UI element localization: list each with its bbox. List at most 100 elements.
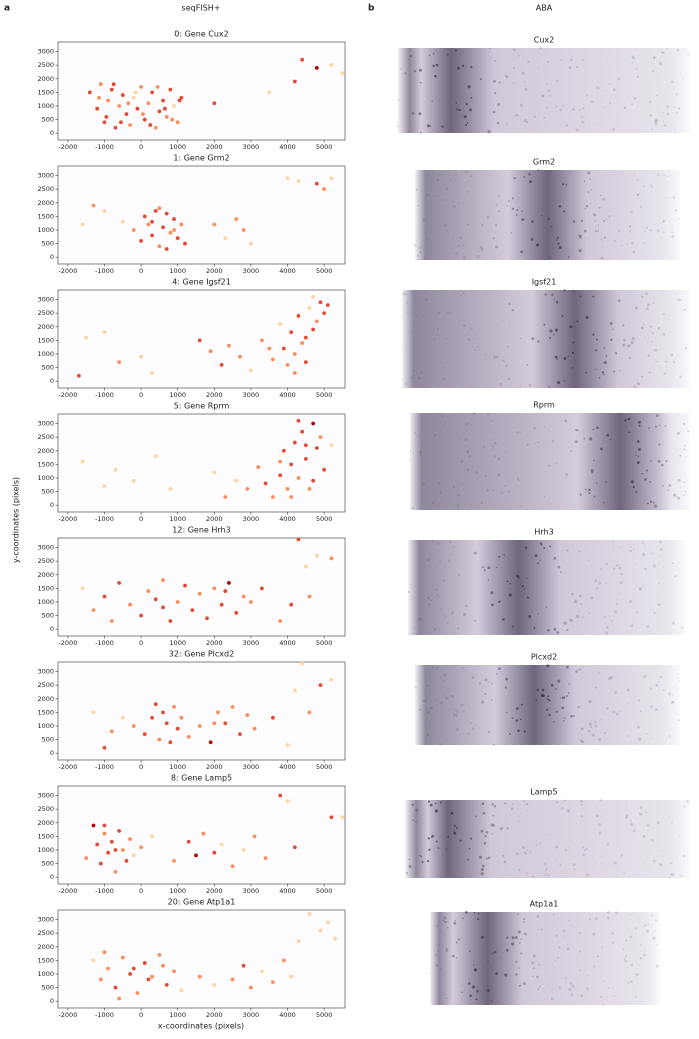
cell-speck [473, 551, 477, 555]
cell-speck [450, 694, 454, 698]
point [106, 850, 111, 855]
point [102, 831, 107, 836]
cell-speck [467, 982, 471, 985]
ish-image [398, 48, 690, 133]
x-tick-label: 2000 [206, 391, 223, 399]
cell-speck [567, 846, 569, 848]
cell-speck [555, 934, 558, 937]
cell-speck [579, 969, 582, 972]
point [102, 823, 107, 828]
cell-speck [677, 172, 680, 175]
cell-speck [614, 691, 617, 695]
cell-speck [563, 380, 566, 382]
cell-speck [615, 603, 618, 605]
point [139, 85, 143, 89]
cell-speck [523, 588, 526, 590]
cell-speck [674, 128, 676, 130]
cell-speck [679, 454, 682, 457]
cell-speck [560, 59, 563, 61]
cell-speck [607, 987, 610, 990]
cell-speck [611, 941, 615, 944]
cell-speck [613, 370, 616, 373]
point [208, 740, 213, 745]
cell-speck [456, 244, 460, 248]
point [340, 71, 345, 76]
cell-speck [544, 867, 548, 871]
point [120, 219, 125, 224]
cell-speck [523, 800, 526, 803]
cell-speck [612, 710, 616, 714]
image-label: Atp1a1 [530, 900, 559, 909]
cell-speck [477, 346, 480, 349]
cell-speck [672, 621, 675, 625]
cell-speck [462, 244, 465, 247]
cell-speck [442, 679, 446, 682]
cell-speck [433, 338, 436, 341]
cell-speck [515, 214, 518, 216]
cell-speck [654, 425, 658, 428]
cell-speck [462, 710, 465, 713]
y-tick-label: 1000 [37, 598, 54, 606]
cell-speck [632, 250, 636, 254]
cell-speck [598, 738, 601, 741]
point [131, 853, 136, 858]
cell-speck [607, 916, 610, 920]
cell-speck [517, 54, 520, 57]
point [153, 597, 158, 602]
image-label: Cux2 [534, 36, 554, 45]
cell-speck [634, 306, 638, 310]
point [128, 837, 133, 841]
cell-speck [515, 707, 519, 710]
point [329, 556, 334, 561]
cell-speck [683, 805, 686, 808]
point [212, 222, 217, 227]
cell-speck [583, 180, 586, 182]
cell-speck [675, 293, 677, 295]
cell-speck [483, 569, 486, 572]
point [119, 120, 123, 125]
x-tick-label: 2000 [206, 887, 223, 895]
cell-speck [478, 682, 482, 685]
cell-speck [404, 382, 408, 386]
cell-speck [430, 836, 433, 839]
x-tick-label: -2000 [58, 1011, 77, 1019]
point [168, 87, 173, 92]
cell-speck [649, 481, 651, 483]
cell-speck [592, 965, 596, 968]
cell-speck [436, 925, 439, 928]
cell-speck [644, 545, 646, 547]
cell-speck [657, 326, 661, 330]
point [179, 222, 184, 227]
y-tick-label: 2000 [37, 819, 54, 827]
cell-speck [644, 478, 647, 481]
cell-speck [446, 926, 449, 929]
cell-speck [630, 241, 634, 245]
point [234, 610, 239, 615]
cell-speck [520, 250, 524, 254]
cell-speck [408, 858, 411, 861]
y-tick-label: 2000 [37, 75, 54, 83]
cell-speck [593, 459, 595, 462]
point [148, 123, 153, 127]
point [164, 721, 169, 726]
y-tick-label: 2500 [37, 433, 54, 441]
cell-speck [675, 111, 678, 115]
cell-speck [498, 210, 501, 213]
cell-speck [526, 849, 529, 852]
cell-speck [651, 69, 655, 73]
point [245, 713, 250, 717]
cell-speck [510, 807, 514, 810]
y-tick-label: 1000 [37, 226, 54, 234]
cell-speck [633, 96, 637, 100]
cell-speck [638, 699, 641, 702]
cell-speck [648, 371, 651, 374]
cell-speck [512, 48, 516, 52]
cell-speck [568, 919, 570, 922]
cell-speck [556, 800, 559, 804]
y-tick-label: 500 [42, 240, 54, 248]
point [278, 459, 283, 464]
cell-speck [663, 174, 666, 177]
point [117, 996, 122, 1001]
x-tick-label: 1000 [169, 1011, 186, 1019]
cell-speck [553, 334, 555, 336]
